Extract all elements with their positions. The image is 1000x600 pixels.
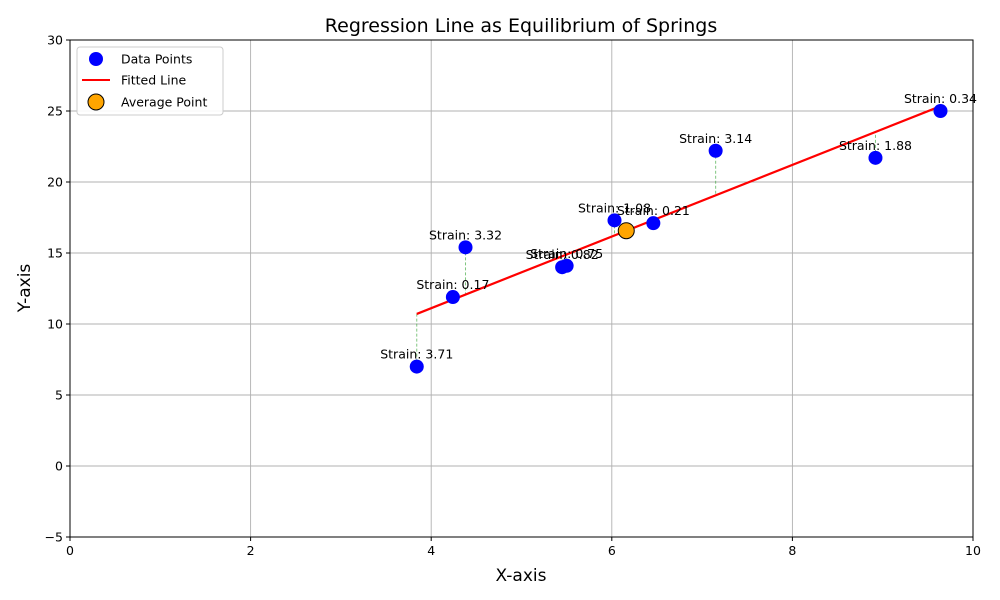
x-tick-label: 0 — [66, 543, 74, 558]
legend-label-data-points: Data Points — [121, 52, 192, 67]
average-point — [617, 222, 635, 240]
data-point — [868, 150, 883, 165]
y-tick-label: 10 — [47, 317, 63, 332]
y-tick-label: 15 — [47, 246, 63, 261]
data-point — [458, 240, 473, 255]
legend-label-fitted-line: Fitted Line — [121, 73, 187, 88]
strain-label: Strain: 0.17 — [416, 277, 489, 292]
x-tick-label: 10 — [965, 543, 981, 558]
x-ticks: 0 2 4 6 8 10 — [66, 537, 981, 558]
average-point-layer — [617, 222, 635, 240]
x-tick-label: 4 — [427, 543, 435, 558]
strain-label: Strain: 0.21 — [617, 203, 690, 218]
legend: Data Points Fitted Line Average Point — [76, 46, 224, 116]
y-tick-label: 25 — [47, 104, 63, 119]
x-tick-label: 2 — [247, 543, 255, 558]
strain-annotations: Strain: 3.71 Strain: 0.17 Strain: 3.32 Stra… — [380, 91, 977, 362]
y-tick-label: 0 — [55, 459, 63, 474]
plot-area — [70, 40, 973, 537]
fitted-line-layer — [416, 105, 941, 315]
fitted-line — [416, 105, 941, 315]
x-axis-label: X-axis — [496, 566, 547, 586]
y-axis-label: Y-axis — [15, 264, 35, 314]
data-point — [708, 143, 723, 158]
x-tick-label: 6 — [608, 543, 616, 558]
chart-title: Regression Line as Equilibrium of Spring… — [325, 15, 717, 37]
legend-box — [76, 46, 224, 116]
strain-label: Strain: 3.71 — [380, 347, 453, 362]
data-point — [646, 216, 661, 231]
data-point — [607, 213, 622, 228]
y-tick-label: 20 — [47, 175, 63, 190]
strain-label: Strain: 0.82 — [526, 247, 599, 262]
data-point — [559, 258, 574, 273]
data-point — [933, 104, 948, 118]
strain-label: Strain: 0.34 — [904, 91, 977, 106]
data-points — [409, 104, 948, 374]
legend-marker-average-point — [87, 93, 105, 111]
legend-label-average-point: Average Point — [121, 95, 207, 110]
strain-label: Strain: 3.32 — [429, 227, 502, 242]
y-tick-label: 5 — [55, 388, 63, 403]
y-ticks: −5 0 5 10 15 20 25 30 — [45, 33, 70, 545]
y-tick-label: 30 — [47, 33, 63, 48]
data-point — [445, 290, 460, 305]
y-tick-label: −5 — [45, 530, 63, 545]
legend-marker-data-points — [89, 52, 103, 66]
x-tick-label: 8 — [788, 543, 796, 558]
strain-label: Strain: 3.14 — [679, 131, 752, 146]
plot-frame — [69, 39, 974, 538]
data-point — [409, 359, 424, 374]
strain-label: Strain: 1.08 — [578, 200, 651, 215]
strain-label: Strain: 0.75 — [530, 246, 603, 261]
strain-label: Strain: 1.88 — [839, 138, 912, 153]
